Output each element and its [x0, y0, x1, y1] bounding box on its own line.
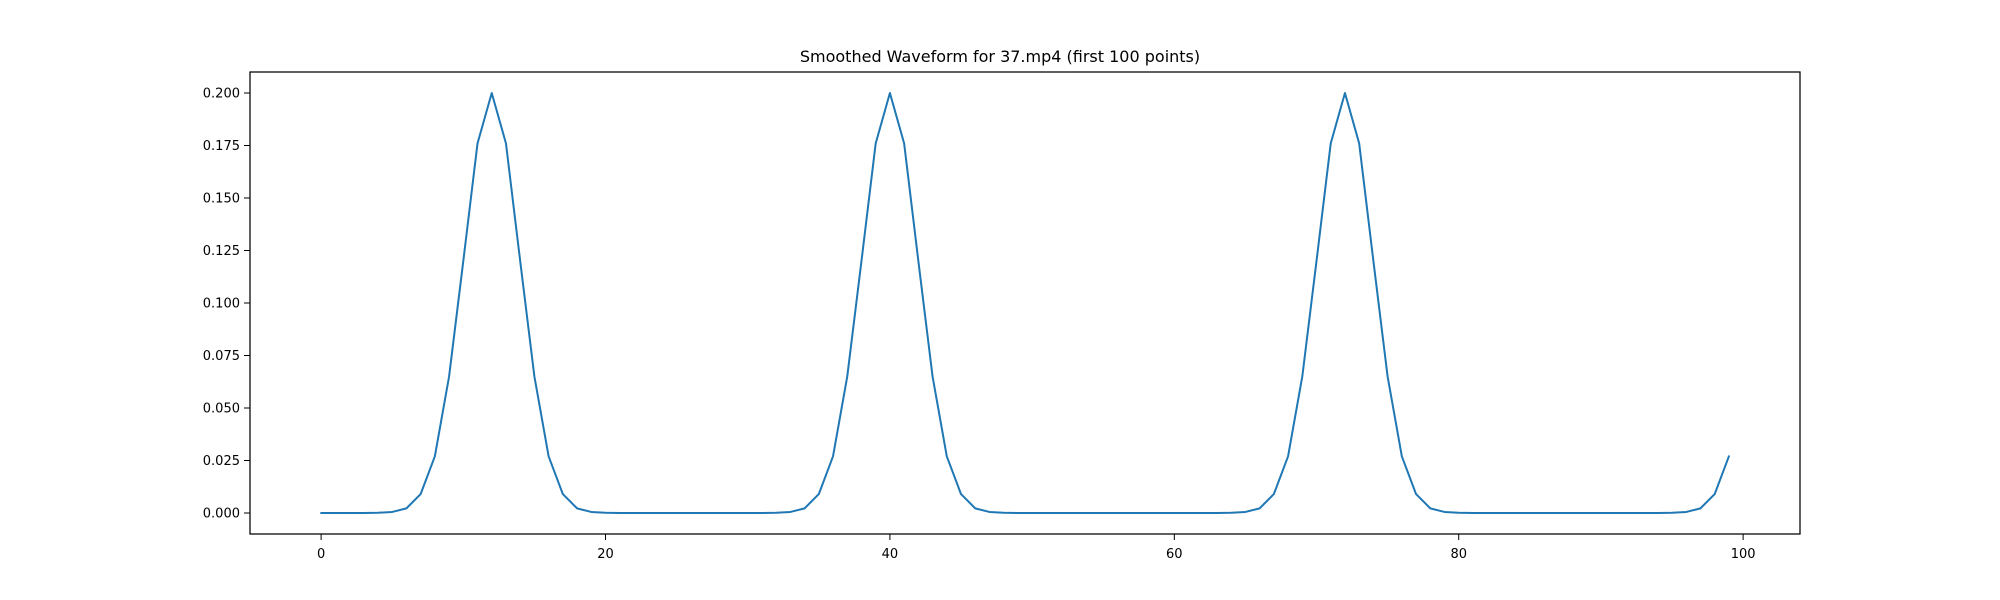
waveform-series-line: [320, 92, 1730, 514]
y-tick-label: 0.025: [203, 454, 240, 469]
y-tick-label: 0.175: [203, 139, 240, 154]
y-tick-label: 0.075: [203, 349, 240, 364]
y-tick-label: 0.100: [203, 297, 240, 312]
y-axis: 0.000 0.025 0.050 0.075 0.100 0.125 0.150 0.175…: [203, 87, 250, 522]
x-tick-label: 80: [1450, 547, 1467, 562]
plot-area: [320, 92, 1730, 514]
x-tick-label: 20: [597, 547, 614, 562]
y-tick-label: 0.200: [203, 87, 240, 102]
x-tick-label: 0: [317, 547, 325, 562]
y-tick-label: 0.125: [203, 244, 240, 259]
axes-frame: [249, 71, 1801, 535]
x-tick-label: 60: [1166, 547, 1183, 562]
chart-title: Smoothed Waveform for 37.mp4 (first 100 …: [800, 47, 1200, 66]
y-tick-label: 0.150: [203, 192, 240, 207]
x-tick-label: 40: [882, 547, 899, 562]
x-axis: 0 20 40 60 80 100: [317, 534, 1756, 562]
y-tick-label: 0.050: [203, 402, 240, 417]
x-tick-label: 100: [1731, 547, 1756, 562]
y-tick-label: 0.000: [203, 507, 240, 522]
